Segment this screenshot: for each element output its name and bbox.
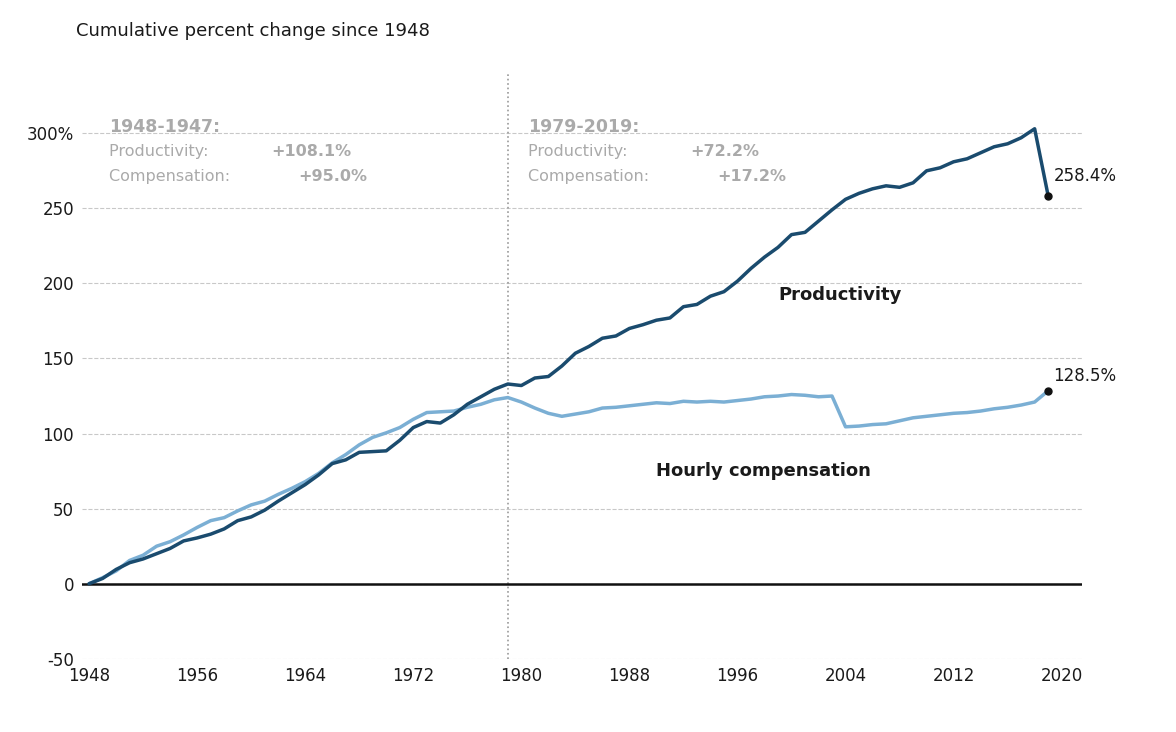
- Text: 1948-1947:: 1948-1947:: [109, 119, 220, 136]
- Text: Hourly compensation: Hourly compensation: [656, 462, 871, 480]
- Text: +17.2%: +17.2%: [717, 169, 787, 184]
- Text: 1979-2019:: 1979-2019:: [528, 119, 640, 136]
- Text: 258.4%: 258.4%: [1054, 167, 1116, 185]
- Text: Productivity:: Productivity:: [109, 143, 214, 159]
- Text: Productivity: Productivity: [779, 286, 901, 305]
- Text: Productivity:: Productivity:: [528, 143, 633, 159]
- Text: Compensation:: Compensation:: [528, 169, 654, 184]
- Text: Compensation:: Compensation:: [109, 169, 235, 184]
- Text: 128.5%: 128.5%: [1054, 367, 1117, 385]
- Text: +108.1%: +108.1%: [272, 143, 352, 159]
- Text: Cumulative percent change since 1948: Cumulative percent change since 1948: [76, 22, 430, 40]
- Text: +72.2%: +72.2%: [690, 143, 760, 159]
- Text: +95.0%: +95.0%: [299, 169, 367, 184]
